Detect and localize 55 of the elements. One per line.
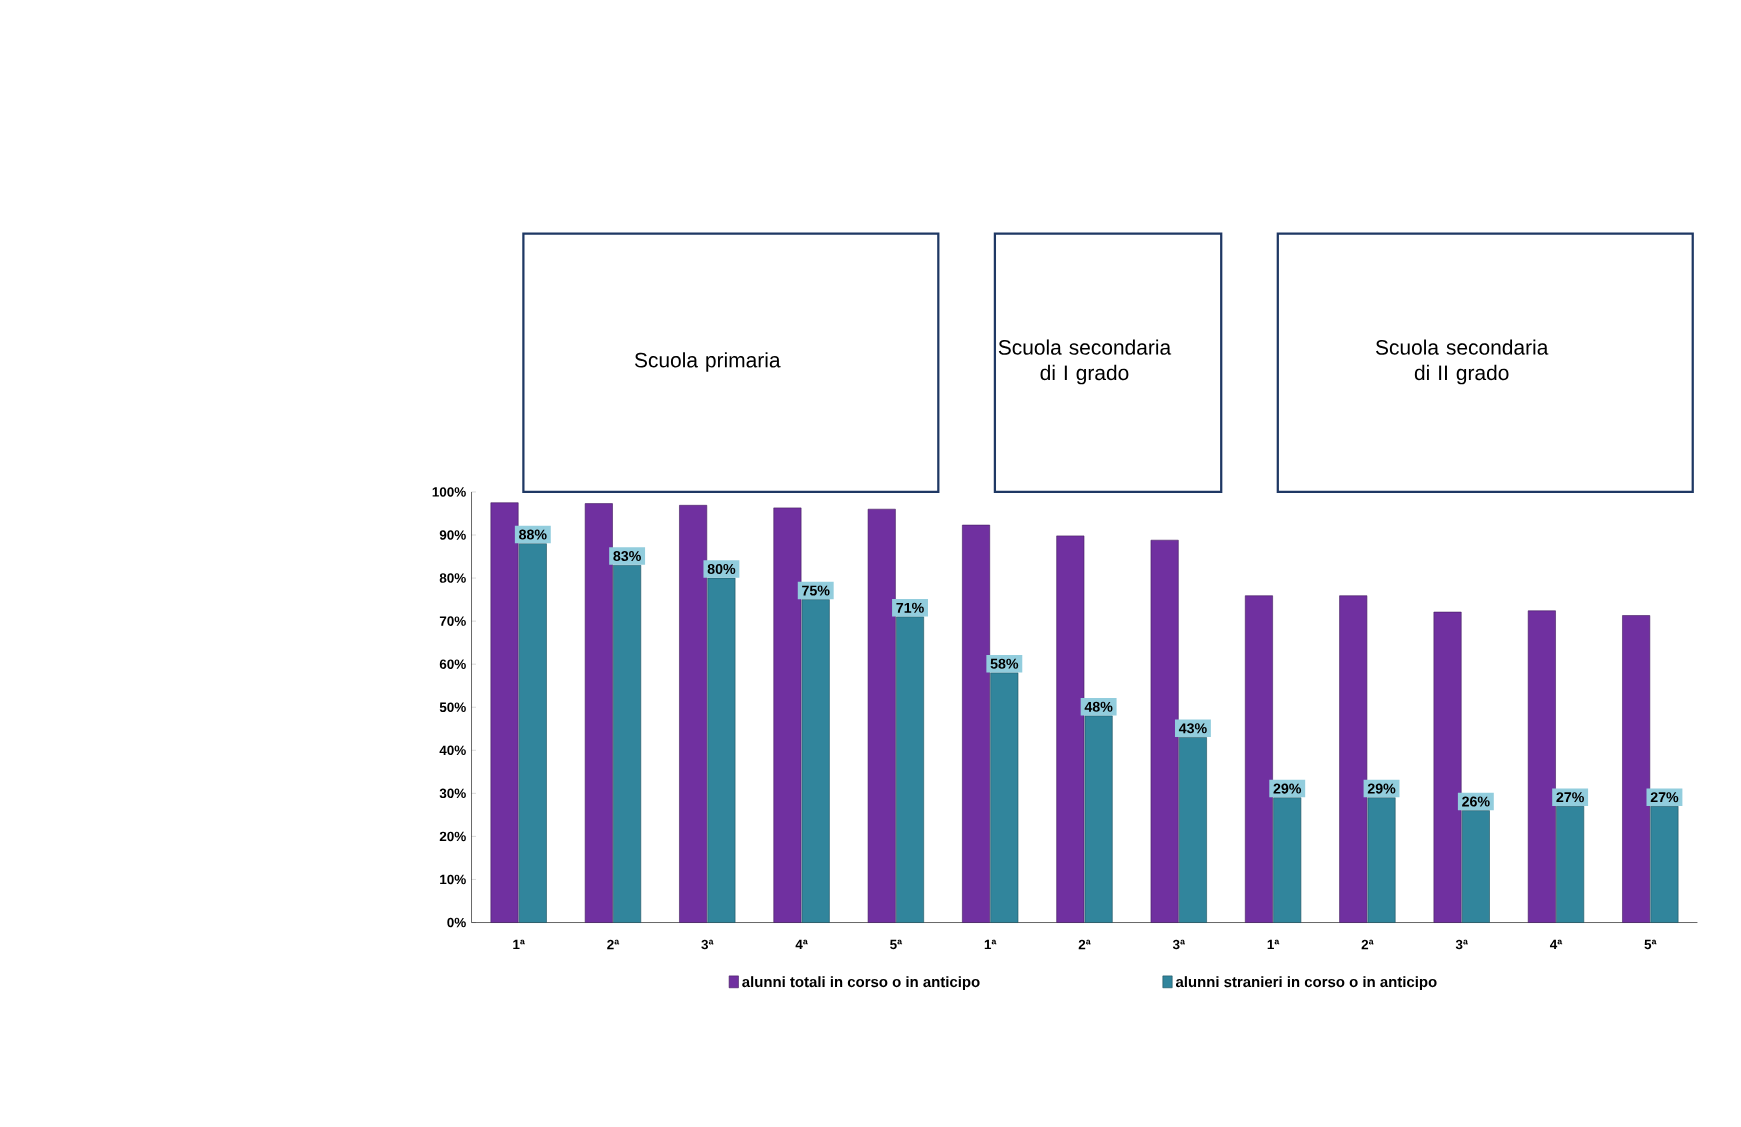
- data-label: 80%: [707, 563, 736, 575]
- x-tick-label: 1ª: [1267, 939, 1280, 950]
- x-tick-label: 5ª: [890, 939, 903, 950]
- y-tick-label: 60%: [439, 659, 466, 669]
- y-tick-label: 20%: [439, 831, 466, 842]
- data-label: 29%: [1273, 783, 1302, 794]
- x-tick-label: 3ª: [701, 939, 714, 950]
- x-tick-label: 3ª: [1455, 939, 1468, 950]
- y-tick-label: 80%: [439, 573, 466, 583]
- x-tick-label: 2ª: [607, 939, 620, 950]
- data-label: 27%: [1556, 792, 1584, 803]
- data-label: 88%: [519, 529, 547, 540]
- x-tick-label: 1ª: [513, 939, 525, 950]
- data-label: 26%: [1462, 796, 1490, 807]
- bar: [1433, 611, 1462, 923]
- y-tick-label: 90%: [439, 530, 466, 540]
- x-tick-label: 4ª: [795, 939, 808, 950]
- bar: [773, 507, 802, 923]
- bar: [962, 524, 991, 923]
- bar: [1150, 539, 1179, 923]
- bar: [1527, 610, 1556, 923]
- data-label: 48%: [1084, 701, 1113, 712]
- text: Scuola secondaria di II grado: [1375, 339, 1549, 385]
- bar: [584, 503, 613, 923]
- y-tick-label: 40%: [439, 745, 466, 756]
- data-label: 83%: [613, 551, 641, 562]
- bar: [1339, 595, 1368, 923]
- legend-label: alunni totali in corso o in anticipo: [742, 976, 980, 991]
- text: Scuola secondaria di I grado: [998, 339, 1172, 385]
- x-tick-label: 5ª: [1644, 939, 1657, 950]
- y-tick-label: 0%: [447, 917, 466, 928]
- text: Scuola primaria: [634, 352, 781, 372]
- y-tick-label: 30%: [439, 788, 466, 799]
- y-tick-label: 100%: [432, 487, 466, 497]
- y-tick-label: 70%: [439, 616, 466, 626]
- data-label: 43%: [1178, 723, 1207, 734]
- y-tick-label: 10%: [440, 874, 466, 885]
- legend-label: alunni stranieri in corso o in anticipo: [1175, 976, 1437, 991]
- y-tick-label: 50%: [439, 702, 466, 712]
- bar: [1056, 535, 1085, 923]
- x-tick-label: 4ª: [1549, 939, 1563, 950]
- x-tick-label: 2ª: [1361, 939, 1374, 950]
- data-label: 27%: [1650, 792, 1679, 803]
- bar: [490, 502, 519, 923]
- bar: [1622, 615, 1651, 923]
- bar: [679, 504, 708, 923]
- data-label: 75%: [802, 585, 830, 596]
- bar: [1244, 595, 1273, 923]
- data-label: 58%: [990, 658, 1019, 669]
- x-tick-label: 2ª: [1078, 939, 1091, 950]
- x-tick-label: 1ª: [984, 939, 997, 950]
- x-tick-label: 3ª: [1172, 939, 1186, 950]
- data-label: 29%: [1367, 783, 1396, 794]
- bar: [867, 508, 896, 923]
- data-label: 71%: [896, 602, 924, 613]
